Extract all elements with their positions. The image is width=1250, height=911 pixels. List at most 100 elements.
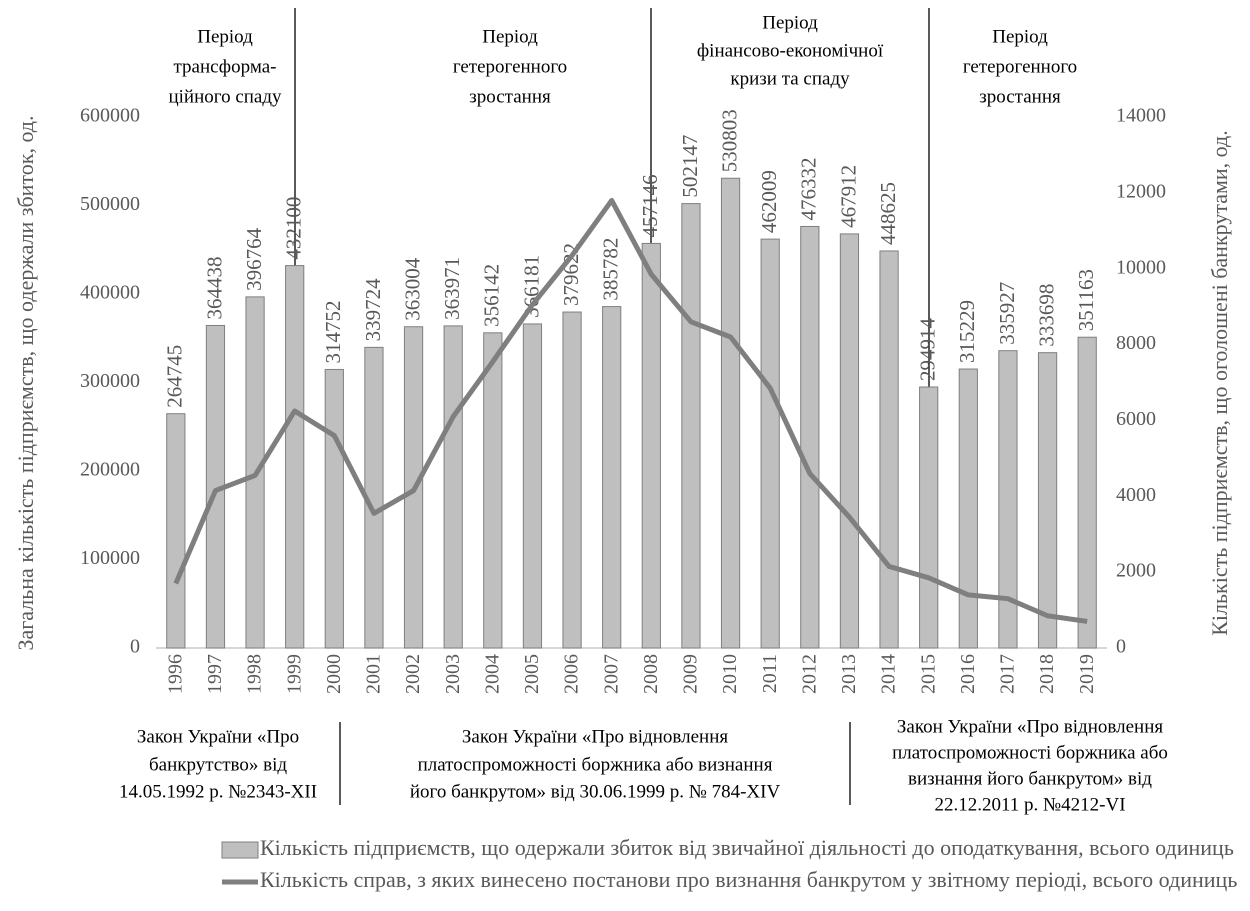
bar — [720, 177, 741, 649]
y-tick-label: 400000 — [80, 282, 140, 304]
bar — [1037, 352, 1058, 649]
y2-axis-title: Кількість підприємств, що оголошені банк… — [1207, 130, 1232, 636]
bar — [641, 242, 661, 649]
period-label: зростання — [469, 86, 551, 107]
y2-tick-label: 4000 — [1116, 484, 1156, 506]
x-tick-label: 2006 — [561, 654, 583, 694]
bar — [285, 265, 305, 649]
law-label: банкрутство» від — [149, 754, 287, 775]
y-tick-label: 300000 — [80, 370, 140, 392]
y-tick-label: 500000 — [80, 193, 140, 215]
data-label: 351163 — [1074, 269, 1098, 331]
data-label: 294914 — [916, 318, 940, 382]
x-tick-label: 2010 — [719, 654, 741, 694]
data-label: 333698 — [1034, 284, 1058, 347]
x-tick-label: 2014 — [878, 654, 900, 694]
bar — [602, 306, 622, 649]
x-tick-label: 2018 — [1036, 654, 1058, 694]
bar — [522, 323, 543, 649]
data-label: 385782 — [599, 238, 623, 301]
data-label: 315229 — [955, 300, 979, 363]
bar — [800, 225, 820, 649]
x-tick-label: 2011 — [759, 654, 781, 693]
y2-tick-label: 10000 — [1116, 256, 1166, 278]
x-tick-label: 2007 — [600, 654, 622, 694]
legend-label: Кількість справ, з яких винесено постано… — [260, 867, 1237, 892]
data-label: 335927 — [995, 282, 1019, 345]
period-label: гетерогенного — [963, 56, 1077, 77]
y2-tick-label: 14000 — [1116, 105, 1166, 127]
period-label: Період — [762, 12, 818, 33]
data-label: 356142 — [480, 264, 504, 327]
data-label: 457146 — [638, 174, 662, 237]
data-label: 467912 — [836, 165, 860, 228]
y2-tick-label: 6000 — [1116, 408, 1156, 430]
legend-swatch — [221, 841, 259, 859]
bar — [958, 368, 978, 649]
x-tick-label: 1996 — [164, 654, 186, 694]
bar — [166, 413, 186, 649]
data-label: 363004 — [400, 257, 424, 321]
data-label: 396764 — [242, 227, 266, 291]
x-tick-label: 2015 — [917, 654, 939, 694]
bar — [483, 332, 503, 649]
period-label: гетерогенного — [453, 56, 567, 77]
y-axis-title: Загальна кількість підприємств, що одерж… — [13, 115, 38, 650]
law-label: Закон України «Про — [137, 726, 299, 747]
x-tick-label: 2009 — [680, 654, 702, 694]
y2-tick-label: 12000 — [1116, 180, 1166, 202]
bar — [879, 250, 899, 649]
data-label: 264745 — [163, 345, 187, 408]
data-label: 432100 — [282, 197, 306, 260]
legend-label: Кількість підприємств, що одержали збито… — [260, 835, 1234, 860]
y2-tick-label: 0 — [1116, 636, 1126, 658]
data-label: 339724 — [361, 278, 385, 342]
x-tick-label: 2001 — [363, 654, 385, 694]
x-tick-label: 2003 — [442, 654, 464, 694]
x-tick-label: 1997 — [204, 654, 226, 694]
law-label: Закон України «Про відновлення — [462, 726, 728, 747]
x-tick-label: 2000 — [323, 654, 345, 694]
y-tick-label: 100000 — [80, 547, 140, 569]
bar — [998, 350, 1018, 649]
data-label: 448625 — [876, 182, 900, 245]
bar — [760, 238, 780, 649]
x-tick-label: 2012 — [798, 654, 820, 694]
x-tick-label: 2005 — [521, 654, 543, 694]
law-label: визнання його банкрутом» від — [908, 768, 1152, 789]
period-label: трансформа- — [174, 56, 277, 77]
bar — [839, 233, 860, 649]
law-label: платоспроможності боржника або — [892, 742, 1168, 763]
data-label: 502147 — [678, 135, 702, 198]
period-label: ційного спаду — [168, 86, 282, 107]
law-label: 22.12.2011 р. №4212-VI — [934, 794, 1125, 815]
law-label: Закон України «Про відновлення — [897, 716, 1163, 737]
data-label: 476332 — [797, 157, 821, 220]
law-label: 14.05.1992 р. №2343-XII — [119, 781, 317, 802]
y-tick-label: 200000 — [80, 459, 140, 481]
y-tick-label: 600000 — [80, 105, 140, 127]
x-tick-label: 2013 — [838, 654, 860, 694]
data-label: 364438 — [202, 256, 226, 319]
x-tick-label: 2002 — [402, 654, 424, 694]
bar — [562, 311, 582, 649]
line — [173, 197, 1088, 624]
x-tick-label: 2016 — [957, 654, 979, 694]
law-label: платоспроможності боржника або визнання — [418, 754, 773, 775]
x-tick-label: 2019 — [1076, 654, 1098, 694]
y-tick-label: 0 — [130, 636, 140, 658]
law-label: його банкрутом» від 30.06.1999 р. № 784-… — [410, 781, 781, 802]
period-label: фінансово-економічної — [697, 40, 884, 61]
period-label: Період — [992, 26, 1048, 47]
data-label: 314752 — [321, 300, 345, 363]
period-label: Період — [197, 26, 253, 47]
data-label: 462009 — [757, 170, 781, 233]
bar — [324, 368, 344, 649]
x-tick-label: 2017 — [997, 654, 1019, 694]
period-label: кризи та спаду — [730, 68, 850, 89]
bar — [1077, 336, 1097, 649]
bar — [681, 203, 701, 649]
y2-tick-label: 2000 — [1116, 560, 1156, 582]
y2-tick-label: 8000 — [1116, 332, 1156, 354]
